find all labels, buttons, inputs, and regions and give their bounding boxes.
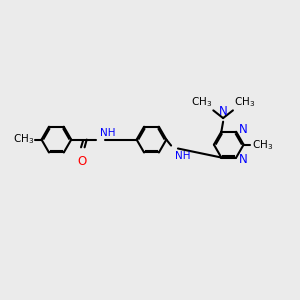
Text: CH$_3$: CH$_3$ xyxy=(252,138,273,152)
Text: N: N xyxy=(238,123,247,136)
Text: N: N xyxy=(238,152,247,166)
Text: NH: NH xyxy=(175,151,190,161)
Text: CH$_3$: CH$_3$ xyxy=(234,95,255,109)
Text: N: N xyxy=(219,105,227,118)
Text: CH$_3$: CH$_3$ xyxy=(13,133,34,146)
Text: NH: NH xyxy=(100,128,115,137)
Text: CH$_3$: CH$_3$ xyxy=(191,95,212,109)
Text: O: O xyxy=(77,155,87,168)
